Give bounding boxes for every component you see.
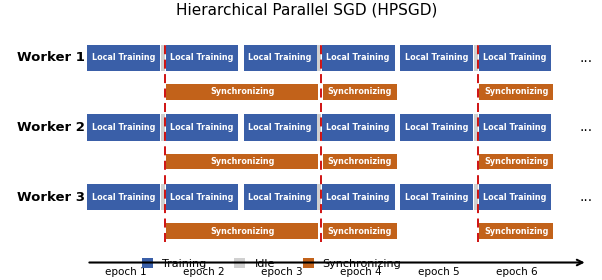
- Bar: [479, 223, 553, 239]
- Bar: [322, 184, 395, 210]
- Bar: [166, 84, 318, 100]
- Text: Local Training: Local Training: [405, 53, 468, 62]
- Text: ...: ...: [579, 51, 592, 65]
- Bar: [322, 115, 395, 141]
- Text: epoch 4: epoch 4: [340, 267, 381, 277]
- Text: Synchronizing: Synchronizing: [484, 227, 548, 236]
- Bar: [479, 154, 553, 169]
- Text: Local Training: Local Training: [170, 193, 234, 202]
- Bar: [322, 45, 395, 71]
- Text: Local Training: Local Training: [170, 53, 234, 62]
- Bar: [323, 154, 397, 169]
- Text: ...: ...: [579, 190, 592, 204]
- Bar: [474, 115, 478, 141]
- Bar: [479, 84, 553, 100]
- Bar: [400, 115, 473, 141]
- Text: Local Training: Local Training: [405, 193, 468, 202]
- Bar: [166, 45, 238, 71]
- Bar: [474, 184, 478, 210]
- Bar: [87, 184, 160, 210]
- Bar: [166, 223, 318, 239]
- Bar: [161, 115, 165, 141]
- Text: epoch 3: epoch 3: [261, 267, 303, 277]
- Bar: [317, 184, 321, 210]
- Bar: [161, 45, 165, 71]
- Text: Local Training: Local Training: [92, 53, 155, 62]
- Bar: [244, 115, 317, 141]
- Text: Local Training: Local Training: [92, 193, 155, 202]
- Text: ...: ...: [579, 120, 592, 134]
- Bar: [479, 45, 551, 71]
- Bar: [87, 45, 160, 71]
- Text: Local Training: Local Training: [405, 123, 468, 132]
- Text: Synchronizing: Synchronizing: [327, 87, 392, 96]
- Text: Local Training: Local Training: [483, 53, 547, 62]
- Bar: [400, 45, 473, 71]
- Text: Worker 3: Worker 3: [17, 191, 85, 204]
- Text: Worker 2: Worker 2: [17, 121, 85, 134]
- Text: Synchronizing: Synchronizing: [210, 157, 275, 166]
- Text: Local Training: Local Training: [170, 123, 234, 132]
- Text: Worker 1: Worker 1: [17, 51, 85, 64]
- Text: Synchronizing: Synchronizing: [484, 87, 548, 96]
- Text: Synchronizing: Synchronizing: [210, 87, 275, 96]
- Bar: [474, 45, 478, 71]
- Bar: [166, 115, 238, 141]
- Text: Local Training: Local Training: [248, 53, 312, 62]
- Text: Local Training: Local Training: [326, 53, 390, 62]
- Bar: [166, 154, 318, 169]
- Bar: [479, 184, 551, 210]
- Bar: [166, 184, 238, 210]
- Bar: [317, 115, 321, 141]
- Text: epoch 1: epoch 1: [105, 267, 146, 277]
- Bar: [317, 45, 321, 71]
- Text: Local Training: Local Training: [248, 123, 312, 132]
- Bar: [87, 115, 160, 141]
- Text: Local Training: Local Training: [483, 193, 547, 202]
- Bar: [479, 115, 551, 141]
- Text: Local Training: Local Training: [92, 123, 155, 132]
- Text: Synchronizing: Synchronizing: [210, 227, 275, 236]
- Text: Local Training: Local Training: [326, 123, 390, 132]
- Text: Local Training: Local Training: [483, 123, 547, 132]
- Text: epoch 6: epoch 6: [496, 267, 538, 277]
- Text: Synchronizing: Synchronizing: [484, 157, 548, 166]
- Legend: Training, Idle, Synchronizing: Training, Idle, Synchronizing: [142, 258, 402, 269]
- Title: Hierarchical Parallel SGD (HPSGD): Hierarchical Parallel SGD (HPSGD): [176, 3, 438, 18]
- Text: epoch 2: epoch 2: [183, 267, 225, 277]
- Text: Local Training: Local Training: [248, 193, 312, 202]
- Bar: [161, 184, 165, 210]
- Bar: [323, 223, 397, 239]
- Bar: [400, 184, 473, 210]
- Text: Synchronizing: Synchronizing: [327, 227, 392, 236]
- Text: Local Training: Local Training: [326, 193, 390, 202]
- Text: Synchronizing: Synchronizing: [327, 157, 392, 166]
- Text: epoch 5: epoch 5: [418, 267, 459, 277]
- Bar: [244, 45, 317, 71]
- Bar: [244, 184, 317, 210]
- Bar: [323, 84, 397, 100]
